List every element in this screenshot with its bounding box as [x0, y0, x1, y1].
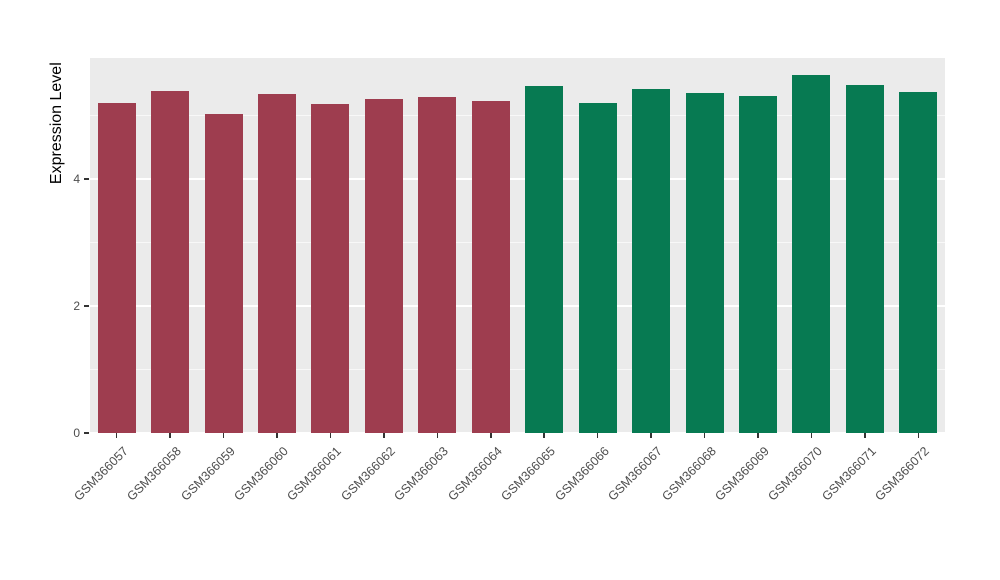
x-axis-label-GSM366059: GSM366059 — [177, 444, 238, 504]
x-tick-mark — [115, 433, 118, 438]
bar-GSM366060 — [258, 94, 296, 433]
x-tick-mark — [917, 433, 920, 438]
x-tick-mark — [757, 433, 759, 438]
x-tick-mark — [810, 433, 813, 438]
x-axis-label-GSM366068: GSM366068 — [658, 444, 719, 504]
x-axis-label-GSM366065: GSM366065 — [498, 444, 559, 504]
x-tick-mark — [383, 433, 385, 438]
bar-GSM366066 — [579, 102, 617, 433]
y-tick-mark — [84, 432, 89, 434]
x-axis-label-GSM366063: GSM366063 — [391, 444, 452, 504]
x-tick-mark — [222, 433, 225, 438]
y-axis-title: Expression Level — [48, 62, 65, 185]
x-tick-mark — [596, 433, 599, 438]
x-tick-mark — [169, 433, 171, 438]
x-tick-mark — [329, 433, 332, 438]
x-axis-label-GSM366066: GSM366066 — [552, 444, 612, 504]
y-tick-mark — [84, 178, 89, 180]
bar-GSM366057 — [98, 102, 136, 433]
x-axis-label-GSM366058: GSM366058 — [124, 444, 185, 504]
x-axis-label-GSM366064: GSM366064 — [445, 444, 505, 504]
x-tick-mark — [543, 433, 545, 438]
bar-GSM366063 — [418, 97, 456, 433]
bar-GSM366061 — [311, 103, 349, 433]
x-axis-label-GSM366067: GSM366067 — [605, 444, 665, 504]
bar-GSM366059 — [205, 113, 243, 433]
x-axis-label-GSM366061: GSM366061 — [284, 444, 345, 504]
y-axis-tick-label-2: 2 — [73, 298, 80, 313]
bar-GSM366062 — [365, 99, 403, 433]
x-axis-label-GSM366070: GSM366070 — [765, 444, 826, 504]
x-axis-label-GSM366071: GSM366071 — [819, 444, 879, 504]
y-axis-tick-label-4: 4 — [73, 171, 80, 186]
x-tick-mark — [864, 433, 866, 438]
bar-GSM366064 — [472, 100, 510, 433]
gridline-major — [90, 304, 945, 307]
gridline-minor — [90, 114, 945, 116]
x-tick-mark — [703, 433, 706, 438]
x-axis-label-GSM366069: GSM366069 — [712, 444, 772, 504]
plot-panel — [90, 58, 945, 434]
x-tick-mark — [490, 433, 492, 438]
x-tick-mark — [276, 433, 278, 438]
x-axis-label-GSM366072: GSM366072 — [872, 444, 933, 504]
gridline-major — [90, 177, 945, 180]
gridline-major — [90, 432, 945, 434]
bar-GSM366067 — [632, 88, 670, 433]
bar-GSM366071 — [846, 84, 884, 433]
x-tick-mark — [650, 433, 652, 438]
y-tick-mark — [84, 305, 89, 307]
y-axis-tick-label-0: 0 — [73, 426, 80, 440]
x-axis-label-GSM366060: GSM366060 — [231, 444, 291, 504]
gridline-minor — [90, 368, 945, 370]
gridline-minor — [90, 241, 945, 243]
bar-GSM366058 — [151, 91, 189, 433]
x-axis-label-GSM366062: GSM366062 — [338, 444, 398, 504]
x-tick-mark — [436, 433, 439, 438]
x-axis-label-GSM366057: GSM366057 — [71, 444, 131, 504]
bar-GSM366065 — [525, 86, 563, 433]
bar-GSM366072 — [899, 92, 937, 433]
bar-GSM366068 — [686, 93, 724, 433]
bar-GSM366069 — [739, 96, 777, 433]
bar-GSM366070 — [792, 75, 830, 433]
